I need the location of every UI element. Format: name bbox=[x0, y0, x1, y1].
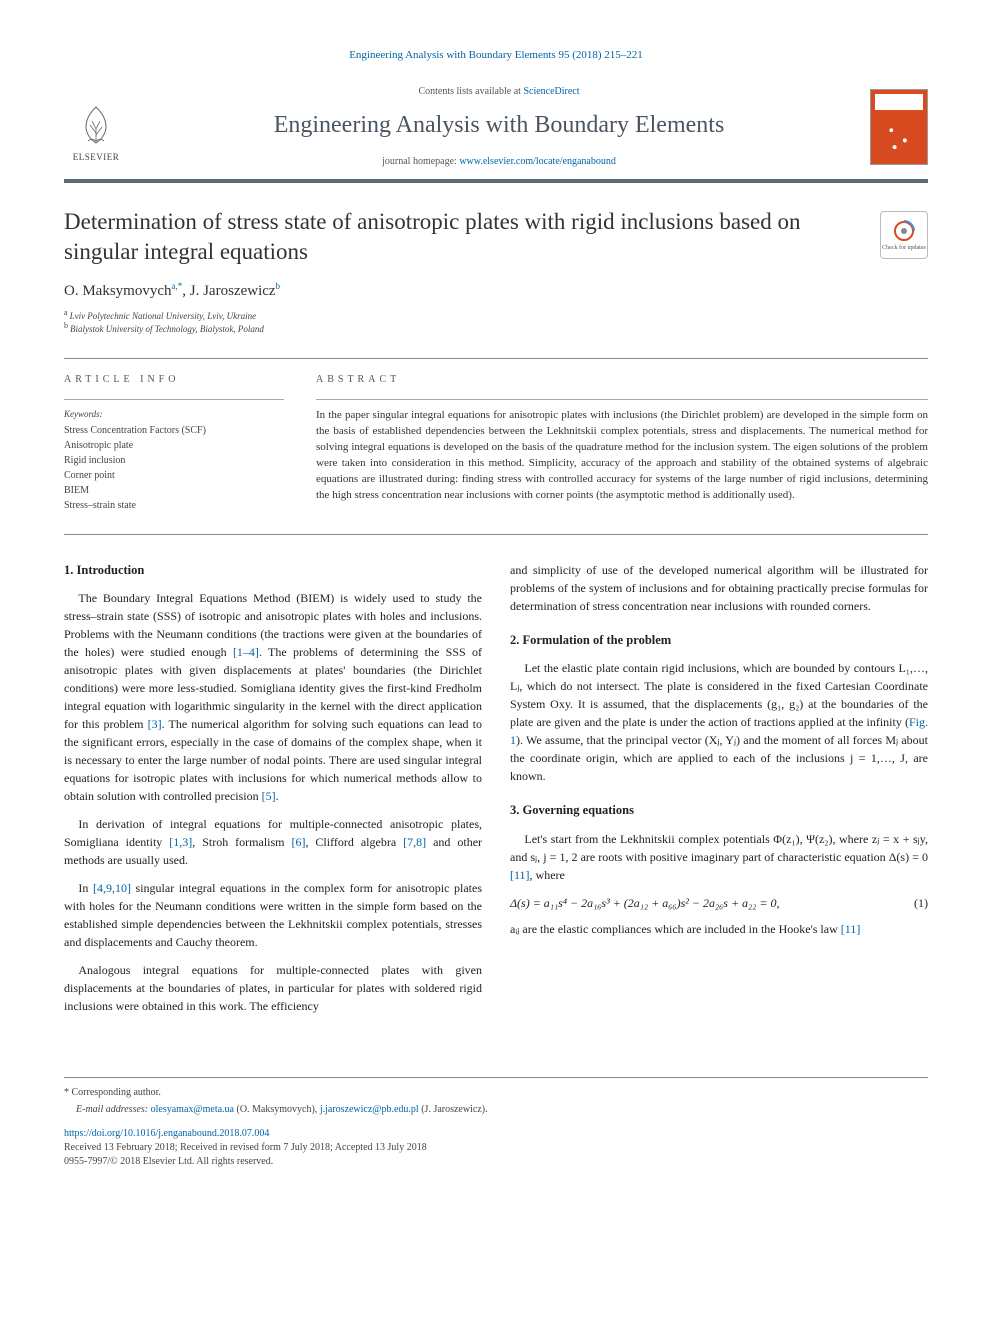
citation-link[interactable]: Engineering Analysis with Boundary Eleme… bbox=[349, 49, 643, 61]
keywords-list: Stress Concentration Factors (SCF) Aniso… bbox=[64, 424, 284, 513]
s2-p1: Let the elastic plate contain rigid incl… bbox=[510, 659, 928, 785]
keywords-label: Keywords: bbox=[64, 408, 284, 421]
issn-copyright: 0955-7997/© 2018 Elsevier Ltd. All right… bbox=[64, 1155, 928, 1169]
footer: * Corresponding author. E-mail addresses… bbox=[64, 1077, 928, 1169]
article-dates: Received 13 February 2018; Received in r… bbox=[64, 1141, 928, 1155]
contents-prefix: Contents lists available at bbox=[418, 86, 523, 97]
journal-header: ELSEVIER Contents lists available at Sci… bbox=[64, 79, 928, 183]
section-3-title: 3. Governing equations bbox=[510, 801, 928, 820]
email-1-who: (O. Maksymovych), bbox=[234, 1104, 320, 1115]
affiliation-a: Lviv Polytechnic National University, Lv… bbox=[70, 311, 257, 321]
equation-1-number: (1) bbox=[900, 894, 928, 912]
elsevier-tree-icon bbox=[72, 101, 120, 149]
email-link[interactable]: j.jaroszewicz@pb.edu.pl bbox=[320, 1104, 419, 1115]
page: Engineering Analysis with Boundary Eleme… bbox=[0, 0, 992, 1209]
cite-link[interactable]: [11] bbox=[841, 922, 861, 936]
email-link[interactable]: olesyamax@meta.ua bbox=[151, 1104, 234, 1115]
keyword: BIEM bbox=[64, 484, 284, 498]
cite-link[interactable]: [11] bbox=[510, 868, 530, 882]
cite-link[interactable]: [1,3] bbox=[169, 835, 192, 849]
cite-link[interactable]: [7,8] bbox=[403, 835, 426, 849]
doi-link[interactable]: https://doi.org/10.1016/j.enganabound.20… bbox=[64, 1128, 269, 1139]
section-2-title: 2. Formulation of the problem bbox=[510, 631, 928, 650]
equation-1: Δ(s) = a₁₁s⁴ − 2a₁₆s³ + (2a₁₂ + a₆₆)s² −… bbox=[510, 894, 928, 912]
elsevier-wordmark: ELSEVIER bbox=[73, 151, 120, 164]
email-2-who: (J. Jaroszewicz). bbox=[419, 1104, 488, 1115]
s1-p4-cont: and simplicity of use of the developed n… bbox=[510, 561, 928, 615]
cite-link[interactable]: [3] bbox=[148, 717, 162, 731]
affiliations: aLviv Polytechnic National University, L… bbox=[64, 310, 928, 336]
author-2-sup: b bbox=[276, 281, 281, 291]
article-info: ARTICLE INFO Keywords: Stress Concentrat… bbox=[64, 373, 284, 514]
abstract-text: In the paper singular integral equations… bbox=[316, 408, 928, 504]
authors: O. Maksymovycha,*, J. Jaroszewiczb bbox=[64, 281, 928, 302]
keyword: Stress Concentration Factors (SCF) bbox=[64, 424, 284, 438]
corresponding-author: * Corresponding author. bbox=[64, 1086, 928, 1100]
contents-available: Contents lists available at ScienceDirec… bbox=[146, 85, 852, 99]
abstract-label: ABSTRACT bbox=[316, 373, 928, 387]
s3-p2: aᵢⱼ are the elastic compliances which ar… bbox=[510, 920, 928, 938]
section-1-title: 1. Introduction bbox=[64, 561, 482, 580]
article-info-label: ARTICLE INFO bbox=[64, 373, 284, 387]
sciencedirect-link[interactable]: ScienceDirect bbox=[523, 86, 579, 97]
s1-p2: In derivation of integral equations for … bbox=[64, 815, 482, 869]
homepage-line: journal homepage: www.elsevier.com/locat… bbox=[146, 155, 852, 169]
cite-link[interactable]: [1–4] bbox=[233, 645, 259, 659]
check-updates-label: Check for updates bbox=[882, 245, 926, 251]
s1-p4: Analogous integral equations for multipl… bbox=[64, 961, 482, 1015]
abstract: ABSTRACT In the paper singular integral … bbox=[316, 373, 928, 514]
author-2: , J. Jaroszewicz bbox=[182, 283, 275, 299]
s3-p1: Let's start from the Lekhnitskii complex… bbox=[510, 830, 928, 884]
journal-cover-thumb bbox=[870, 89, 928, 165]
journal-name: Engineering Analysis with Boundary Eleme… bbox=[146, 109, 852, 143]
affiliation-b: Bialystok University of Technology, Bial… bbox=[70, 324, 264, 334]
keyword: Stress–strain state bbox=[64, 499, 284, 513]
body-columns: 1. Introduction The Boundary Integral Eq… bbox=[64, 561, 928, 1054]
author-1: O. Maksymovych bbox=[64, 283, 172, 299]
elsevier-logo: ELSEVIER bbox=[64, 91, 128, 163]
keyword: Rigid inclusion bbox=[64, 454, 284, 468]
cite-link[interactable]: [6] bbox=[291, 835, 305, 849]
article-title: Determination of stress state of anisotr… bbox=[64, 207, 860, 267]
info-abstract-block: ARTICLE INFO Keywords: Stress Concentrat… bbox=[64, 358, 928, 535]
homepage-link[interactable]: www.elsevier.com/locate/enganabound bbox=[459, 156, 616, 167]
cite-link[interactable]: [5] bbox=[262, 789, 276, 803]
equation-1-body: Δ(s) = a₁₁s⁴ − 2a₁₆s³ + (2a₁₂ + a₆₆)s² −… bbox=[510, 894, 900, 912]
check-updates-icon bbox=[892, 219, 916, 243]
s1-p3: In [4,9,10] singular integral equations … bbox=[64, 879, 482, 951]
s1-p1: The Boundary Integral Equations Method (… bbox=[64, 589, 482, 805]
check-updates-badge[interactable]: Check for updates bbox=[880, 211, 928, 259]
keyword: Corner point bbox=[64, 469, 284, 483]
emails: E-mail addresses: olesyamax@meta.ua (O. … bbox=[64, 1103, 928, 1117]
keyword: Anisotropic plate bbox=[64, 439, 284, 453]
cite-link[interactable]: [4,9,10] bbox=[93, 881, 131, 895]
homepage-prefix: journal homepage: bbox=[382, 156, 459, 167]
author-1-sup: a,* bbox=[172, 281, 183, 291]
emails-label: E-mail addresses: bbox=[76, 1104, 151, 1115]
doi: https://doi.org/10.1016/j.enganabound.20… bbox=[64, 1127, 928, 1141]
citation-header: Engineering Analysis with Boundary Eleme… bbox=[64, 48, 928, 63]
